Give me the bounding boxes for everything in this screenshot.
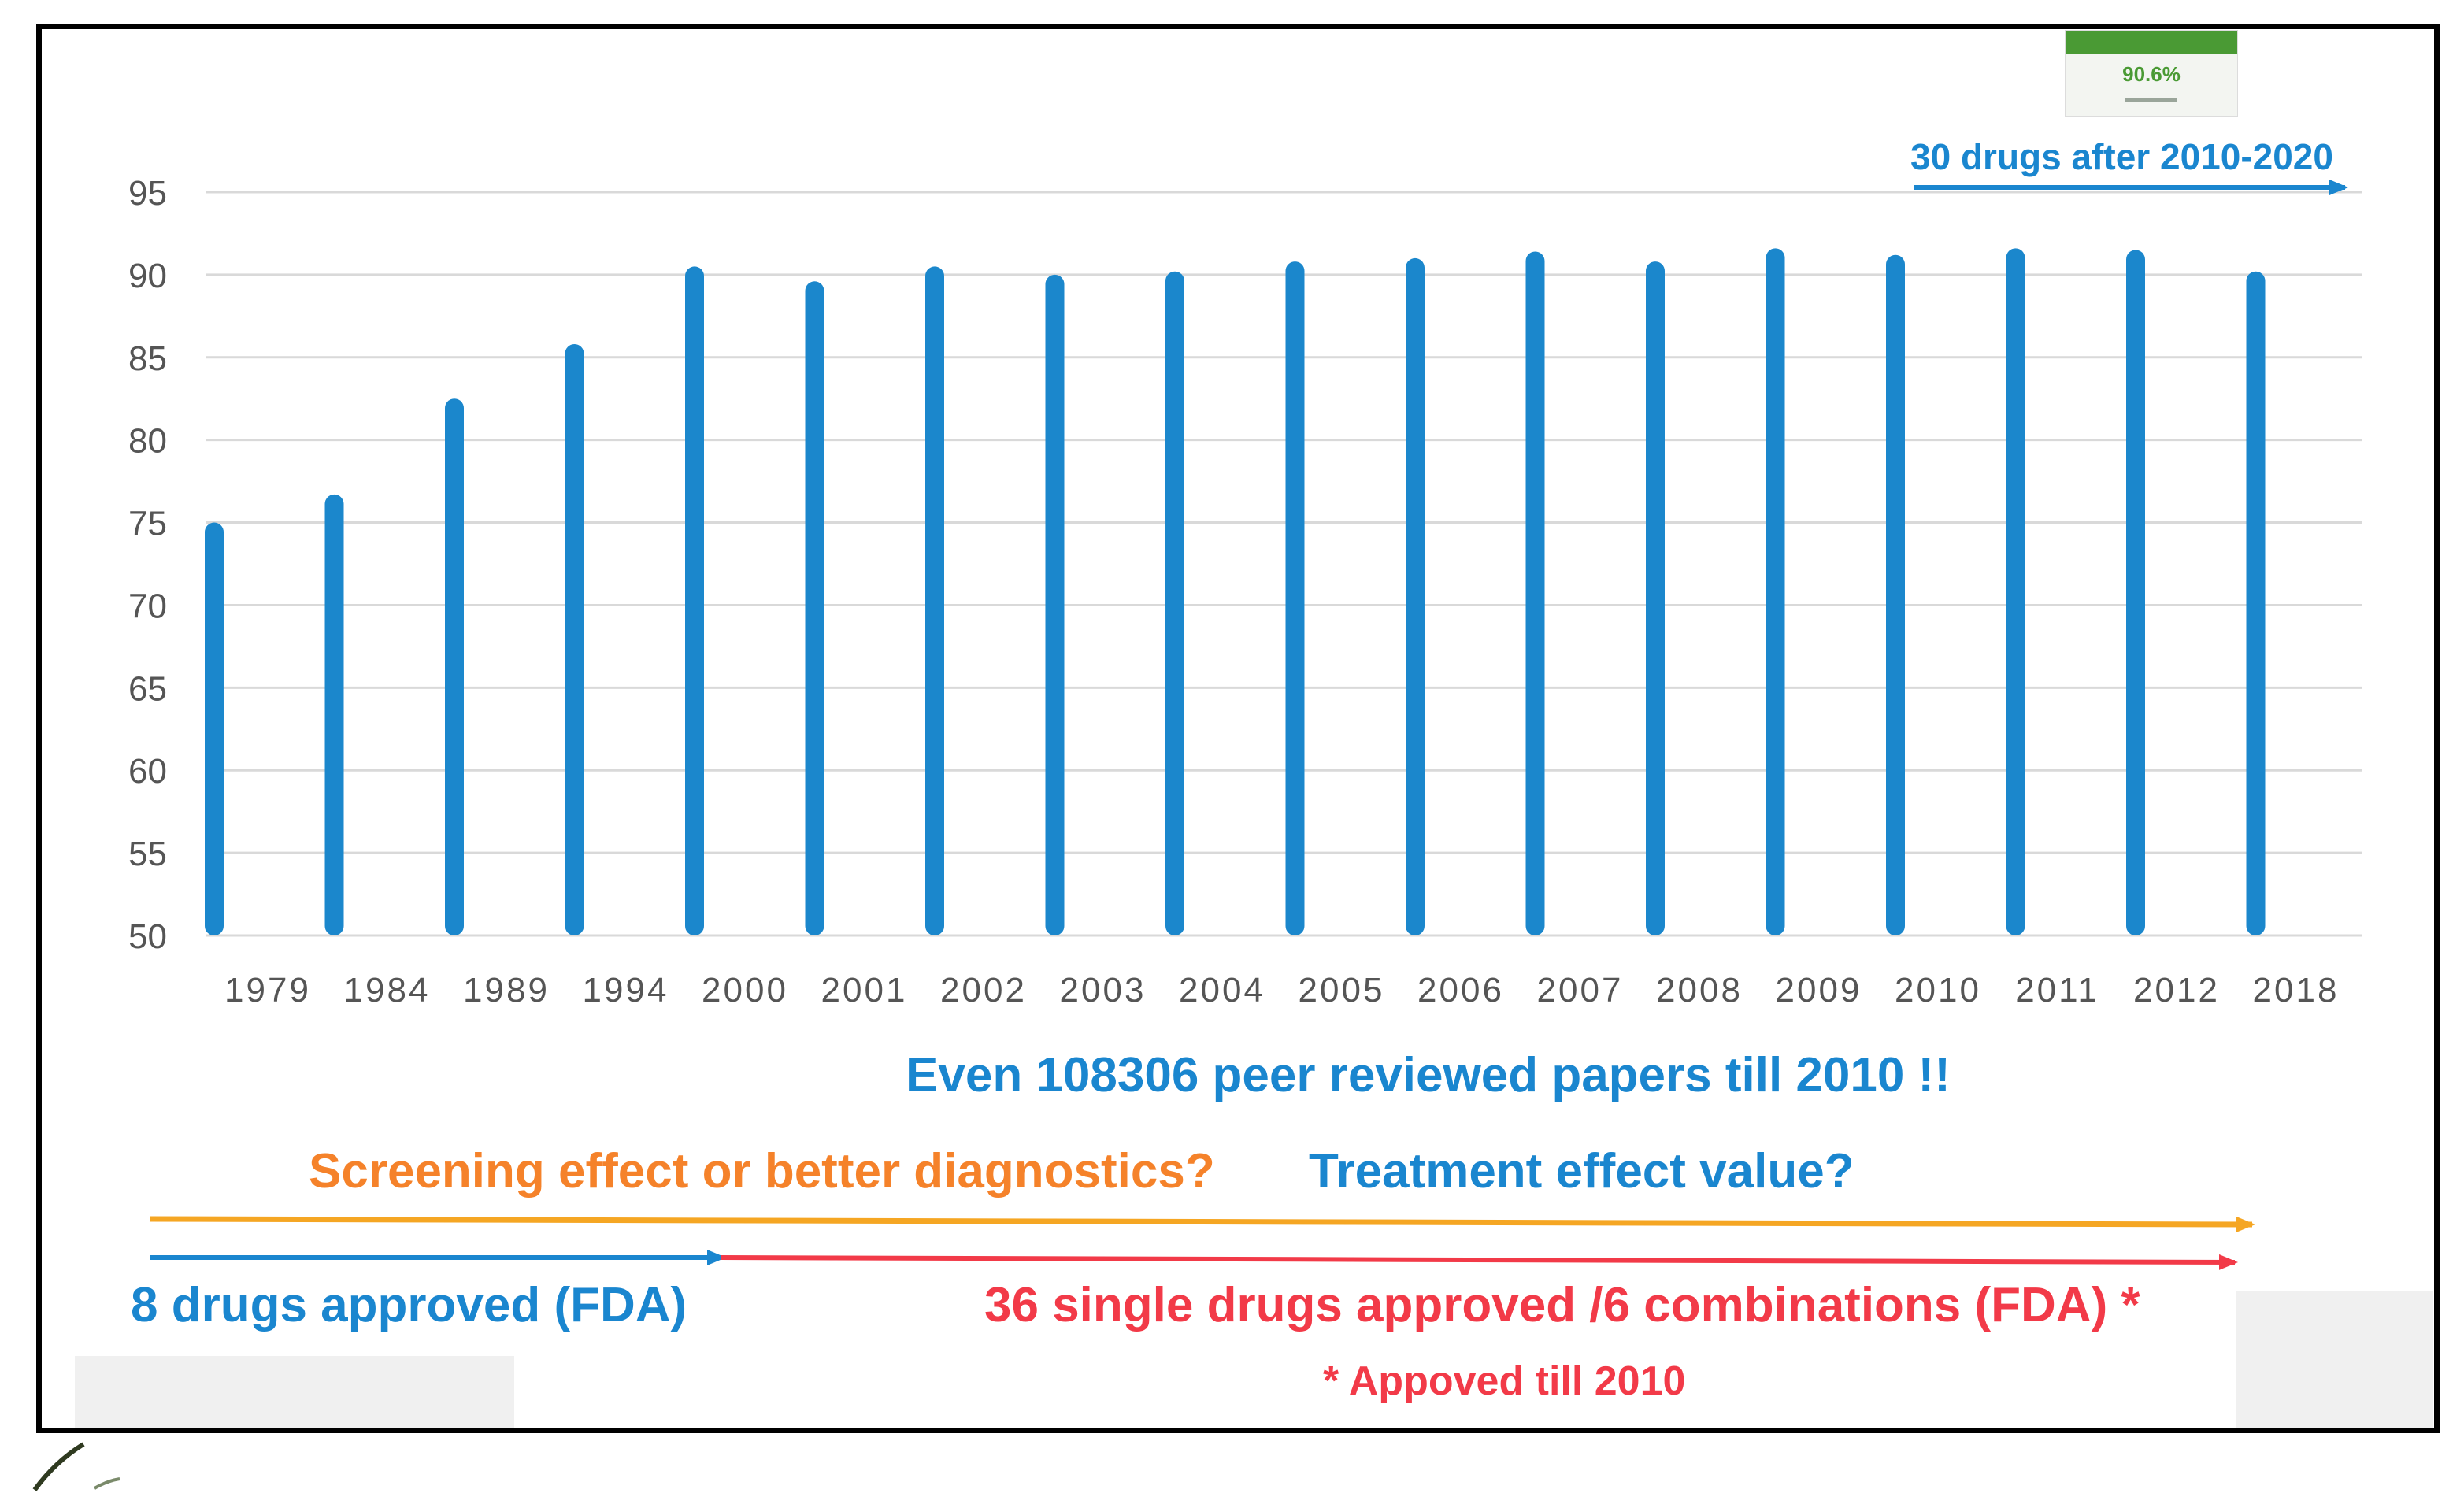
thumbnail-caption-line (2125, 98, 2177, 102)
bar-2018 (2246, 271, 2266, 935)
x-axis-ticks: 1979 1984 1989 1994 2000 2001 2002 2003 2004 2005… (224, 971, 2340, 1010)
papers-annotation: Even 108306 peer reviewed papers till 20… (906, 1048, 1951, 1102)
bar-2011 (2006, 248, 2025, 935)
y-tick-label: 50 (128, 917, 167, 956)
bar-1984 (324, 494, 344, 935)
x-tick-label: 2009 (1776, 971, 1862, 1010)
x-tick-label: 2005 (1299, 971, 1385, 1010)
screening-annotation: Screening effect or better diagnostics? (309, 1144, 1215, 1198)
x-tick-label: 2011 (2015, 971, 2099, 1010)
x-tick-label: 2002 (940, 971, 1027, 1010)
x-tick-label: 1984 (344, 971, 431, 1010)
y-tick-label: 55 (128, 835, 167, 873)
orange-arrow (149, 1216, 2255, 1232)
bar-2009 (1766, 248, 1785, 935)
y-tick-label: 60 (128, 752, 167, 791)
drugs-30-annotation: 30 drugs after 2010-2020 (1910, 136, 2333, 177)
x-tick-label: 2001 (821, 971, 908, 1010)
drugs-36-annotation: 36 single drugs approved /6 combinations… (984, 1278, 2140, 1332)
y-tick-label: 65 (128, 669, 167, 708)
gridlines (206, 191, 2362, 937)
thumbnail-value: 90.6% (2122, 62, 2181, 86)
bar-2002 (925, 266, 944, 935)
x-tick-label: 1979 (224, 971, 311, 1010)
x-tick-label: 2018 (2253, 971, 2340, 1010)
y-axis-ticks: 50 55 60 65 70 75 80 85 90 95 (128, 174, 167, 956)
y-tick-label: 90 (128, 257, 167, 295)
bar-1994 (565, 343, 584, 935)
x-tick-label: 2012 (2133, 971, 2220, 1010)
y-tick-label: 80 (128, 422, 167, 461)
treatment-annotation: Treatment effect value? (1309, 1144, 1854, 1198)
bar-2008 (1646, 261, 1665, 935)
bar-2003 (1045, 274, 1065, 935)
x-tick-label: 2004 (1179, 971, 1265, 1010)
bar-2010 (1886, 254, 1905, 935)
y-tick-label: 95 (128, 174, 167, 213)
approved-footnote: * Appoved till 2010 (1323, 1358, 1686, 1404)
x-tick-label: 2003 (1060, 971, 1147, 1010)
x-tick-label: 1989 (463, 971, 550, 1010)
bar-2004 (1165, 271, 1184, 935)
y-tick-label: 70 (128, 587, 167, 625)
bar-2005 (1285, 261, 1305, 935)
bar-2012 (2126, 250, 2145, 935)
corner-mark (32, 1442, 120, 1491)
bar-1989 (445, 398, 464, 935)
x-tick-label: 2007 (1537, 971, 1624, 1010)
x-tick-label: 2008 (1656, 971, 1743, 1010)
grey-placeholder-left (75, 1356, 514, 1428)
bars (205, 248, 2266, 935)
thumbnail-header (2066, 31, 2237, 54)
bar-2000 (685, 266, 704, 935)
x-tick-label: 2010 (1895, 971, 1981, 1010)
bar-2001 (805, 281, 824, 935)
bar-2007 (1525, 251, 1545, 935)
y-tick-label: 75 (128, 505, 167, 543)
x-tick-label: 2000 (702, 971, 788, 1010)
chart-frame (36, 24, 2440, 1433)
grey-placeholder-right (2236, 1291, 2433, 1428)
bar-1979 (205, 522, 224, 935)
red-arrow-36-drugs (720, 1254, 2238, 1270)
survival-thumbnail: 90.6% (2065, 30, 2238, 117)
bar-2006 (1406, 257, 1425, 935)
y-tick-label: 85 (128, 339, 167, 378)
x-tick-label: 2006 (1417, 971, 1504, 1010)
x-tick-label: 1994 (583, 971, 669, 1010)
drugs-8-annotation: 8 drugs approved (FDA) (131, 1278, 687, 1332)
